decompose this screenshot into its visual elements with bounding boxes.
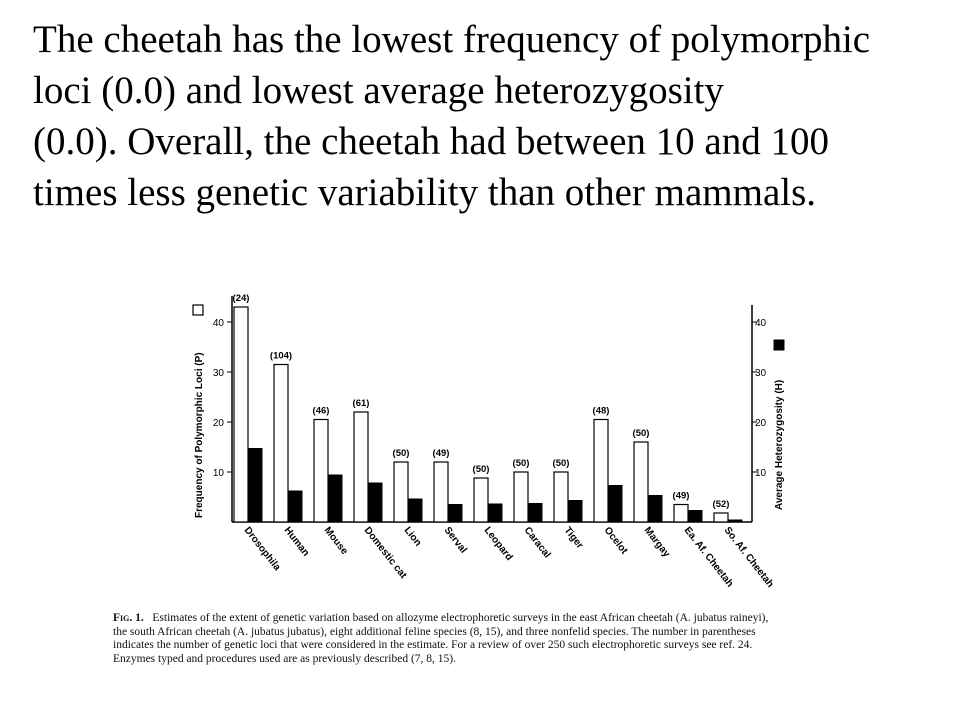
- caption-line-1: Fig. 1. Estimates of the extent of genet…: [113, 612, 873, 626]
- loci-count-label: (49): [433, 448, 450, 459]
- category-label: Human: [282, 525, 312, 558]
- category-label: Mouse: [322, 525, 350, 557]
- loci-count-label: (50): [393, 448, 410, 459]
- loci-count-label: (50): [633, 428, 650, 439]
- loci-count-label: (61): [353, 398, 370, 409]
- chart-bars: [233, 306, 743, 523]
- category-label: Lion: [402, 525, 424, 548]
- slide-heading: The cheetah has the lowest frequency of …: [33, 14, 953, 218]
- category-label: Drosophila: [242, 525, 283, 573]
- category-label: Ocelot: [602, 525, 630, 557]
- caption-figure-label: Fig. 1.: [113, 612, 144, 624]
- bar-heterozygosity: [247, 448, 263, 523]
- figure-caption: Fig. 1. Estimates of the extent of genet…: [113, 612, 873, 666]
- loci-count-label: (50): [513, 458, 530, 469]
- category-label: Caracal: [522, 525, 553, 560]
- bar-polymorphic-loci: [553, 471, 569, 523]
- y-tick-label-right: 30: [755, 368, 767, 379]
- loci-count-label: (24): [233, 293, 250, 304]
- y-tick-label-left: 10: [213, 468, 225, 479]
- category-label: Tiger: [562, 525, 586, 551]
- caption-line: indicates the number of genetic loci tha…: [113, 639, 753, 651]
- bar-heterozygosity: [487, 503, 503, 523]
- bar-polymorphic-loci: [433, 461, 449, 523]
- y-tick-label-right: 40: [755, 318, 767, 329]
- bar-heterozygosity: [607, 485, 623, 523]
- loci-count-label: (46): [313, 406, 330, 417]
- category-label: Leopard: [482, 525, 515, 563]
- bar-polymorphic-loci: [273, 363, 289, 523]
- legend-open-square: [192, 304, 204, 316]
- y-axis-title-left: Frequency of Polymorphic Loci (P): [194, 352, 205, 518]
- bar-heterozygosity: [687, 510, 703, 523]
- bar-polymorphic-loci: [713, 512, 729, 523]
- bar-heterozygosity: [567, 500, 583, 523]
- legend-filled-square: [773, 339, 785, 351]
- bar-polymorphic-loci: [473, 477, 489, 523]
- bar-heterozygosity: [727, 519, 743, 523]
- chart-axes: 10 10 20 20 30 30 40 40 Frequency of Polymorphic…: [192, 296, 785, 523]
- bar-polymorphic-loci: [633, 441, 649, 523]
- caption-line: Enzymes typed and procedures used are as…: [113, 652, 456, 665]
- y-axis-title-right: Average Heterozygosity (H): [774, 380, 785, 510]
- category-label: Domestic cat: [362, 525, 409, 581]
- caption-line: the south African cheetah (A. jubatus ju…: [113, 625, 756, 638]
- bar-polymorphic-loci: [353, 411, 369, 523]
- loci-count-label: (52): [713, 499, 730, 510]
- loci-count-label: (50): [473, 464, 490, 475]
- bar-heterozygosity: [527, 503, 543, 523]
- loci-count-label: (50): [553, 458, 570, 469]
- heading-line: loci (0.0) and lowest average heterozygo…: [33, 69, 724, 112]
- loci-count-label: (48): [593, 406, 610, 417]
- bar-polymorphic-loci: [673, 503, 689, 523]
- bar-heterozygosity: [447, 504, 463, 523]
- heading-line: times less genetic variability than othe…: [33, 171, 817, 214]
- y-tick-label-left: 30: [213, 368, 225, 379]
- bar-heterozygosity: [367, 482, 383, 523]
- category-label: Serval: [442, 525, 469, 556]
- loci-count-label: (104): [270, 351, 292, 362]
- y-tick-label-right: 20: [755, 418, 767, 429]
- bar-polymorphic-loci: [393, 461, 409, 523]
- category-label: Margay: [642, 525, 672, 560]
- heading-line: (0.0). Overall, the cheetah had between …: [33, 120, 829, 163]
- bar-polymorphic-loci: [233, 306, 249, 523]
- bar-heterozygosity: [287, 490, 303, 523]
- caption-text: Estimates of the extent of genetic varia…: [152, 612, 769, 624]
- heading-line: The cheetah has the lowest frequency of …: [33, 18, 871, 61]
- bar-polymorphic-loci: [513, 471, 529, 523]
- bar-heterozygosity: [647, 495, 663, 523]
- y-tick-label-right: 10: [755, 468, 767, 479]
- bar-polymorphic-loci: [593, 418, 609, 523]
- bar-polymorphic-loci: [313, 418, 329, 523]
- bar-heterozygosity: [407, 498, 423, 523]
- y-tick-label-left: 20: [213, 418, 225, 429]
- bar-heterozygosity: [327, 474, 343, 523]
- loci-count-label: (49): [673, 491, 690, 502]
- y-tick-label-left: 40: [213, 318, 225, 329]
